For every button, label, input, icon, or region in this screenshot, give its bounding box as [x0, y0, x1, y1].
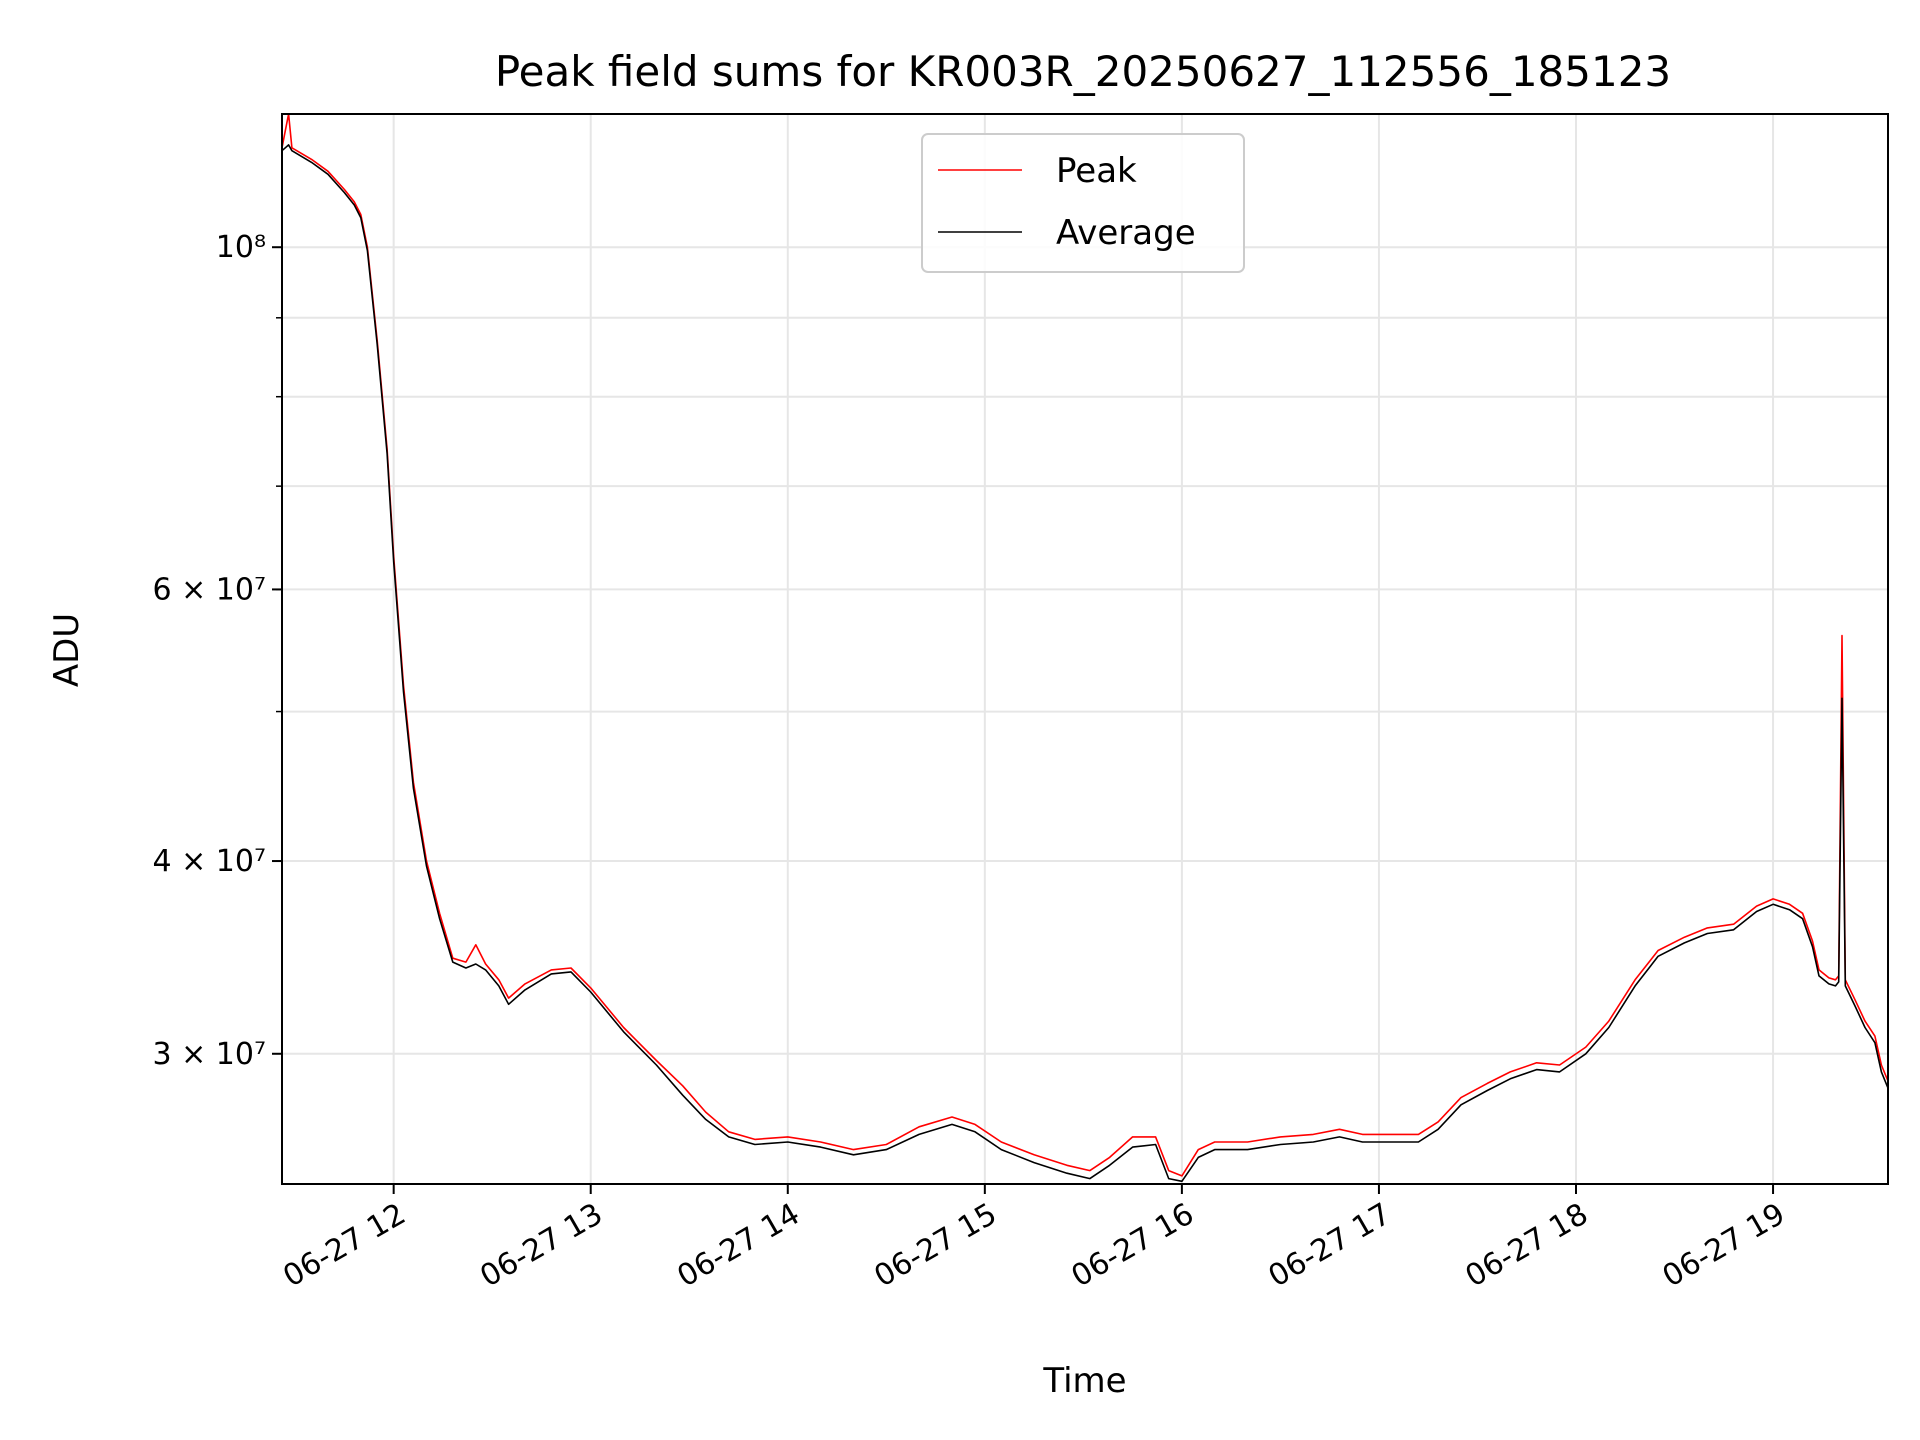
legend-entry-average: Average	[1056, 213, 1196, 253]
legend-entry-peak: Peak	[1056, 151, 1137, 191]
y-axis-label: ADU	[47, 613, 87, 687]
series-layer	[282, 114, 1888, 1183]
y-tick-label: 3 × 10⁷	[153, 1037, 267, 1072]
y-tick-label: 6 × 10⁷	[153, 572, 267, 607]
grid	[282, 114, 1888, 1184]
y-tick-label: 4 × 10⁷	[153, 844, 267, 879]
chart-title: Peak field sums for KR003R_20250627_1125…	[495, 47, 1671, 96]
series-line-average	[282, 144, 1888, 1183]
series-line-peak	[282, 114, 1888, 1177]
legend: Peak Average	[921, 133, 1245, 273]
y-axis: 3 × 10⁷ 4 × 10⁷ 6 × 10⁷ 10⁸	[153, 230, 282, 1072]
plot-frame	[281, 113, 1889, 1185]
x-axis-label: Time	[1042, 1361, 1126, 1401]
y-tick-label: 10⁸	[216, 230, 266, 265]
legend-box	[921, 133, 1245, 273]
